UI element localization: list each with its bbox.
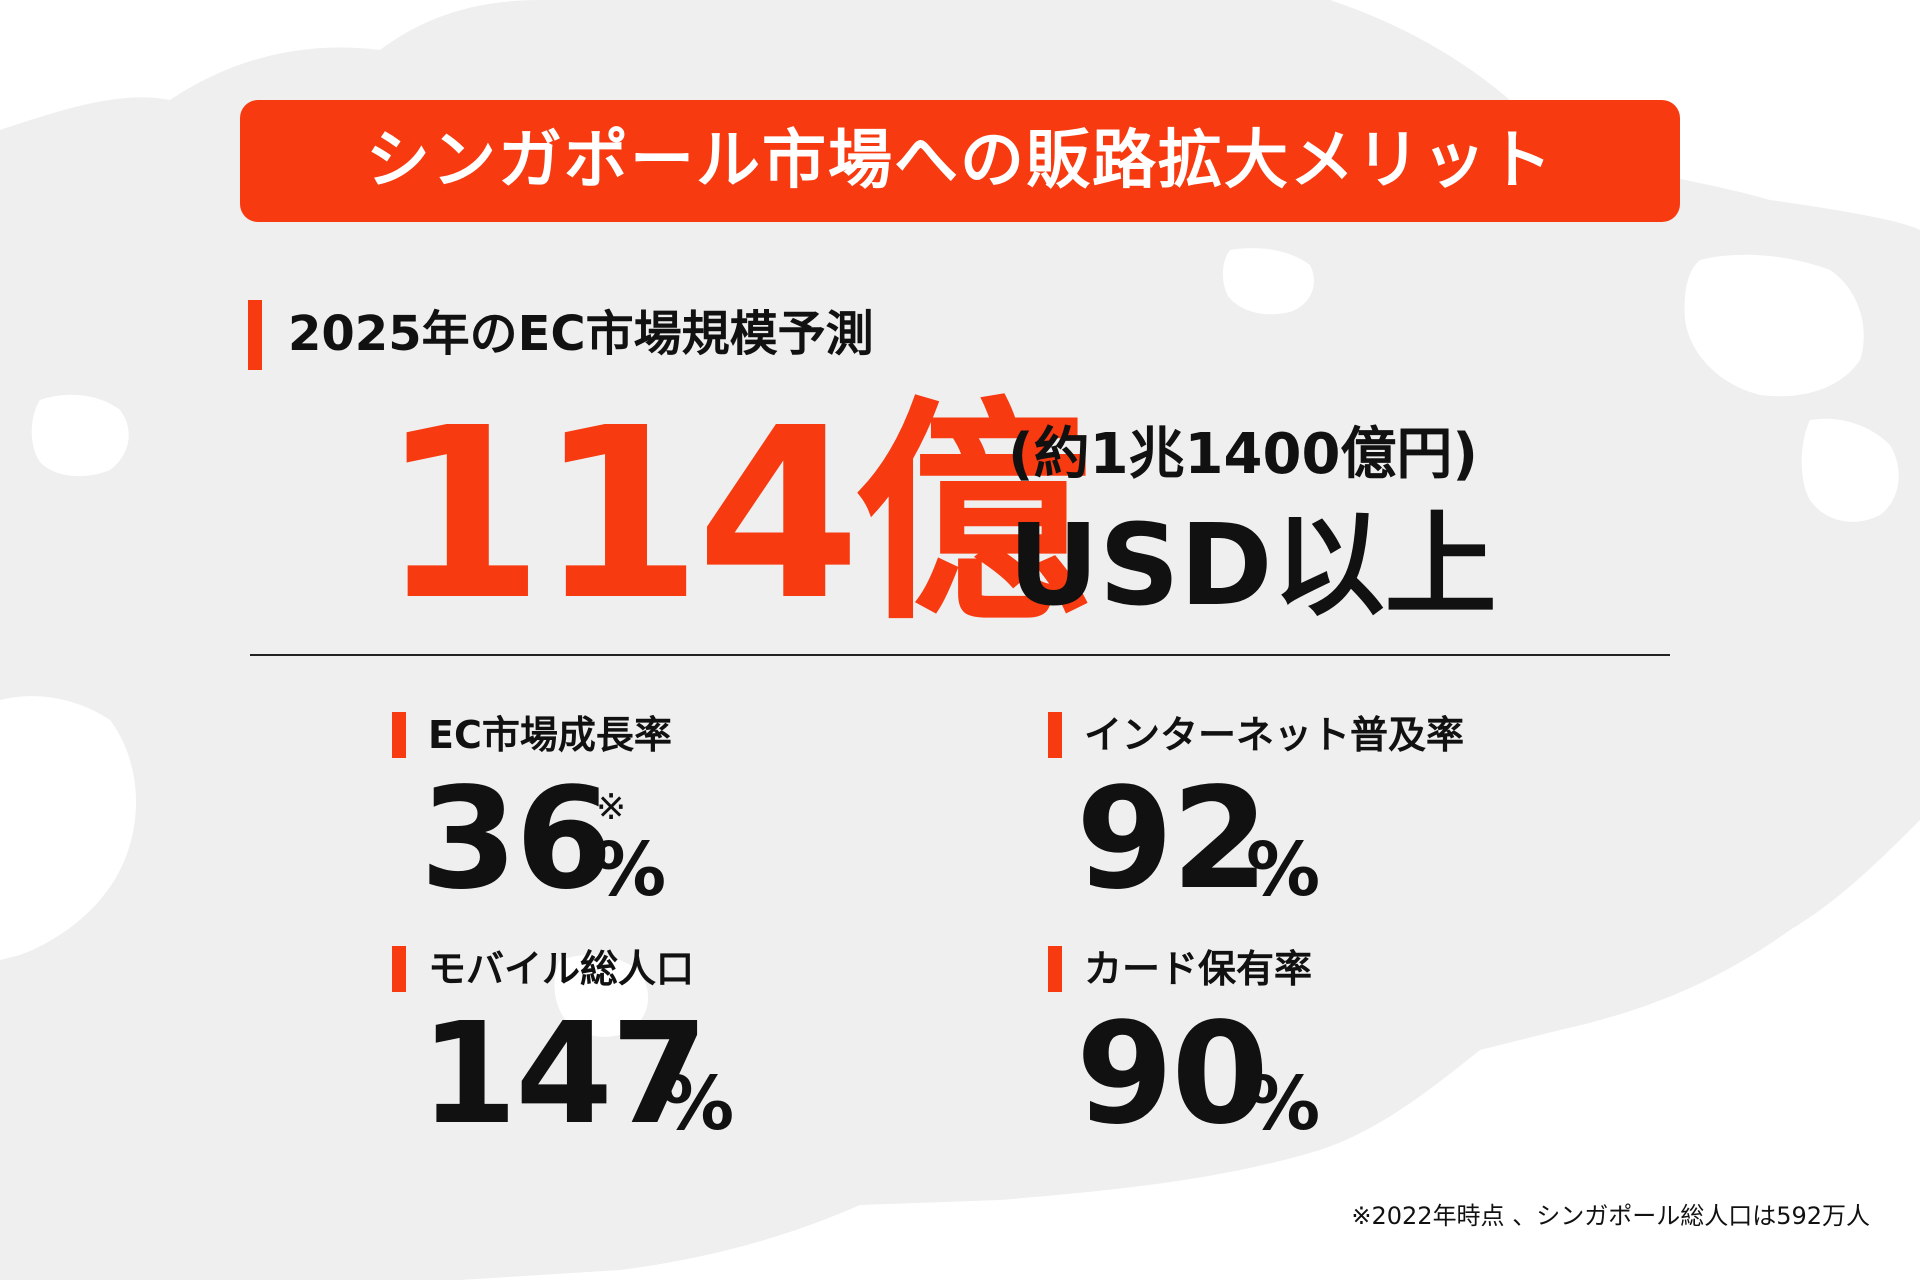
stat-label-internet-penetration: インターネット普及率	[1084, 713, 1465, 757]
stat-unit-internet-penetration: %	[1246, 827, 1321, 913]
stat-note-mark: ※	[596, 787, 627, 828]
stat-accent-bar	[1048, 946, 1062, 992]
stat-accent-bar	[392, 946, 406, 992]
stat-value-internet-penetration: 92	[1076, 758, 1269, 921]
stat-label-card-ownership: カード保有率	[1084, 947, 1313, 991]
stat-value-ec-growth: 36	[420, 758, 613, 921]
stat-unit-ec-growth: %	[592, 827, 667, 913]
stat-value-card-ownership: 90	[1076, 993, 1269, 1156]
footnote: ※2022年時点 、シンガポール総人口は592万人	[1351, 1202, 1870, 1230]
market-forecast-heading: 2025年のEC市場規模予測	[288, 306, 874, 362]
stat-accent-bar	[392, 712, 406, 758]
section-divider	[250, 654, 1670, 656]
market-forecast-approx-yen: (約1兆1400億円)	[1008, 422, 1479, 487]
market-forecast-value: 114億	[380, 377, 1091, 652]
stat-value-mobile-population: 147	[420, 993, 708, 1156]
market-forecast-unit: USD以上	[1008, 501, 1497, 631]
stat-unit-card-ownership: %	[1246, 1061, 1321, 1147]
title-banner: シンガポール市場への販路拡大メリット	[240, 100, 1680, 222]
stat-label-ec-growth: EC市場成長率	[428, 713, 672, 757]
stat-unit-mobile-population: %	[660, 1061, 735, 1147]
stat-accent-bar	[1048, 712, 1062, 758]
stat-label-mobile-population: モバイル総人口	[428, 947, 695, 991]
section-heading-accent-bar	[248, 300, 262, 370]
